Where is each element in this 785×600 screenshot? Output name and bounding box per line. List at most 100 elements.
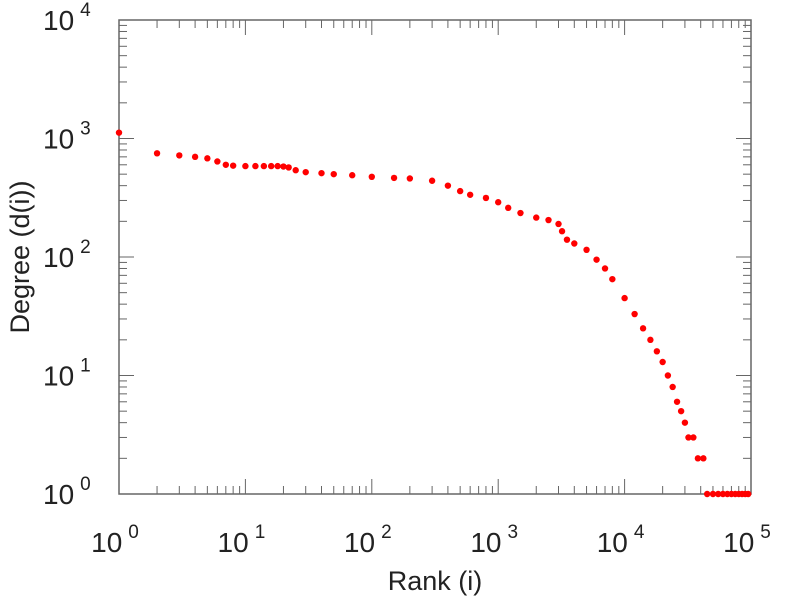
- data-point: [302, 168, 309, 176]
- x-tick-label-base: 10: [218, 527, 249, 558]
- y-tick-label: 10 3: [43, 119, 91, 155]
- data-point: [280, 163, 287, 170]
- data-point: [368, 173, 375, 181]
- data-point: [229, 162, 237, 169]
- y-tick-label: 10 0: [43, 474, 91, 510]
- x-axis-title: Rank (i): [388, 566, 483, 596]
- x-tick-label-exponent: 2: [381, 522, 392, 543]
- data-point: [601, 265, 609, 272]
- y-tick-label-base: 10: [43, 5, 74, 36]
- data-point: [583, 246, 590, 254]
- x-tick-label: 10 3: [470, 522, 518, 558]
- data-point: [176, 152, 183, 159]
- x-tick-label-base: 10: [723, 527, 754, 558]
- data-point: [456, 187, 464, 195]
- data-point: [709, 490, 717, 498]
- data-point: [260, 162, 268, 170]
- y-tick-label-base: 10: [43, 124, 74, 155]
- data-point: [714, 490, 722, 498]
- x-tick-label-base: 10: [344, 527, 375, 558]
- data-point: [669, 383, 676, 391]
- data-point: [495, 199, 502, 206]
- data-point: [703, 490, 711, 498]
- data-point: [222, 161, 230, 168]
- x-tick-label-base: 10: [597, 527, 628, 558]
- data-point: [285, 164, 292, 171]
- data-point: [673, 398, 681, 405]
- x-tick-label: 10 2: [344, 522, 392, 558]
- data-point: [330, 170, 337, 178]
- y-tick-label-base: 10: [43, 479, 74, 510]
- data-point: [639, 325, 647, 332]
- x-tick-label: 10 0: [91, 522, 139, 558]
- y-tick-labels: 10 0 10 1 10 2 10 3 10 4: [43, 0, 91, 510]
- data-point: [292, 167, 299, 174]
- y-tick-label-exponent: 3: [80, 119, 91, 140]
- plot-frame: [118, 19, 752, 495]
- x-tick-label-base: 10: [91, 527, 122, 558]
- data-point: [545, 216, 552, 224]
- data-point: [563, 236, 571, 243]
- x-tick-label-exponent: 5: [760, 522, 771, 543]
- y-tick-label-exponent: 2: [80, 237, 91, 258]
- data-point: [115, 129, 123, 136]
- data-point: [517, 209, 524, 217]
- x-tick-label-exponent: 4: [634, 522, 645, 543]
- data-point: [685, 434, 692, 441]
- data-point: [621, 294, 628, 302]
- y-tick-label: 10 1: [43, 356, 91, 392]
- data-point: [444, 182, 452, 189]
- data-point: [242, 162, 249, 170]
- y-tick-label-base: 10: [43, 242, 74, 273]
- data-point: [719, 490, 727, 498]
- data-point: [191, 153, 199, 161]
- data-point: [482, 194, 490, 202]
- data-point: [505, 204, 512, 212]
- x-tick-label: 10 5: [723, 522, 771, 558]
- x-tick-label: 10 1: [218, 522, 266, 558]
- data-point: [647, 336, 654, 344]
- data-point: [690, 434, 697, 441]
- data-point: [593, 256, 600, 263]
- axis-ticks: [118, 20, 751, 495]
- data-point: [694, 455, 702, 462]
- y-tick-label: 10 4: [43, 0, 91, 36]
- data-points: [115, 129, 752, 498]
- y-axis-title: Degree (d(i)): [5, 180, 35, 333]
- data-point: [609, 275, 616, 283]
- data-point: [571, 240, 578, 247]
- data-point: [428, 177, 436, 184]
- x-tick-label-exponent: 1: [255, 522, 266, 543]
- data-point: [466, 191, 474, 198]
- x-tick-labels: 10 0 10 1 10 2 10 3 10 4 10 5: [91, 522, 771, 558]
- y-tick-label-exponent: 1: [80, 356, 91, 377]
- data-point: [252, 162, 259, 170]
- data-point: [406, 175, 414, 182]
- data-point: [631, 310, 638, 318]
- data-point: [153, 150, 161, 157]
- y-tick-label-exponent: 4: [80, 0, 91, 21]
- data-point: [664, 372, 672, 379]
- data-point: [555, 220, 562, 228]
- x-tick-label-exponent: 0: [128, 522, 139, 543]
- y-tick-label-base: 10: [43, 361, 74, 392]
- x-tick-label: 10 4: [597, 522, 645, 558]
- data-point: [349, 172, 356, 179]
- data-point: [318, 169, 325, 177]
- y-tick-label-exponent: 0: [80, 474, 91, 495]
- data-point: [659, 358, 666, 366]
- data-point: [214, 158, 221, 165]
- data-point: [274, 162, 281, 170]
- data-point: [390, 174, 398, 182]
- data-point: [268, 162, 275, 170]
- data-point: [744, 490, 752, 498]
- data-point: [533, 214, 540, 221]
- data-point: [653, 348, 661, 355]
- y-tick-label: 10 2: [43, 237, 91, 273]
- data-point: [558, 228, 566, 235]
- x-tick-label-base: 10: [470, 527, 501, 558]
- data-point: [677, 407, 685, 415]
- x-tick-label-exponent: 3: [507, 522, 518, 543]
